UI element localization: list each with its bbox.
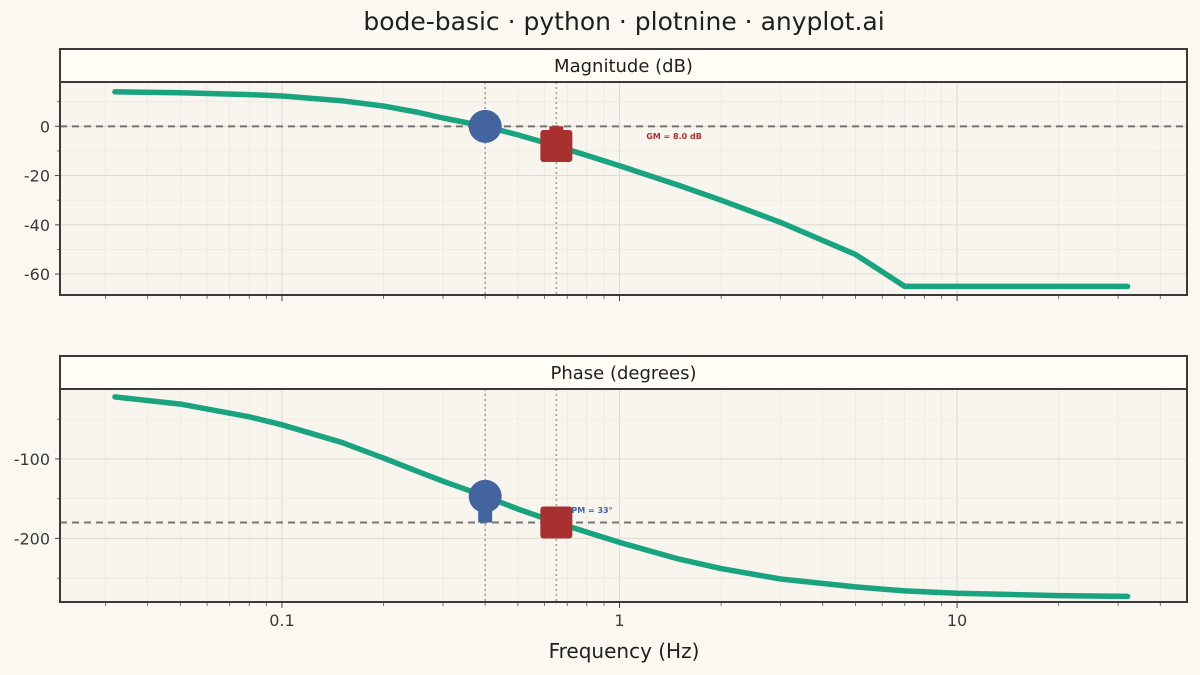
gain-crossover-marker: [468, 109, 502, 143]
phase-crossover-marker: [540, 506, 573, 539]
y-tick-label: -200: [14, 529, 50, 548]
x-tick-label: 10: [947, 611, 967, 630]
x-axis-label: Frequency (Hz): [549, 639, 700, 663]
y-tick-label: -40: [24, 216, 50, 235]
phase-crossover-marker: [540, 130, 573, 163]
facet-strip: [59, 355, 1188, 390]
panel-border: [59, 81, 1188, 296]
y-tick-label: -100: [14, 450, 50, 469]
facet-strip: [59, 48, 1188, 83]
facet-strip-label: Magnitude (dB): [554, 56, 693, 77]
x-tick-label: 0.1: [269, 611, 294, 630]
x-tick-label: 1: [614, 611, 624, 630]
facet-strip-label: Phase (degrees): [551, 363, 697, 384]
y-tick-label: -20: [24, 167, 50, 186]
panel-background: [60, 389, 1187, 602]
gain-crossover-marker: [468, 479, 502, 513]
margin-annotation: PM = 33°: [571, 506, 612, 515]
chart-title: bode-basic · python · plotnine · anyplot…: [363, 7, 884, 36]
facet-panel-2: Phase (degrees) -100 -200 PM = 33°: [14, 355, 1188, 608]
y-tick-label: -60: [24, 265, 50, 284]
facet-panel-1: Magnitude (dB) 0 -20 -40 -60 GM = 8.0 dB: [24, 48, 1188, 301]
margin-annotation: GM = 8.0 dB: [646, 132, 702, 141]
panel-border: [59, 388, 1188, 603]
panel-background: [60, 82, 1187, 295]
y-tick-label: 0: [40, 117, 50, 136]
facet-panels: Magnitude (dB) 0 -20 -40 -60 GM = 8.0 dB Phase…: [14, 48, 1188, 630]
